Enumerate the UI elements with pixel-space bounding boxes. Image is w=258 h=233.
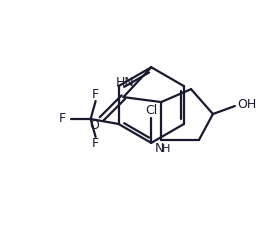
- Text: F: F: [92, 137, 99, 150]
- Text: F: F: [92, 88, 99, 101]
- Text: HN: HN: [116, 76, 135, 89]
- Text: F: F: [59, 113, 66, 126]
- Text: H: H: [162, 144, 170, 154]
- Text: Cl: Cl: [145, 103, 157, 116]
- Text: N: N: [155, 142, 164, 155]
- Text: OH: OH: [237, 98, 256, 111]
- Text: O: O: [90, 120, 100, 132]
